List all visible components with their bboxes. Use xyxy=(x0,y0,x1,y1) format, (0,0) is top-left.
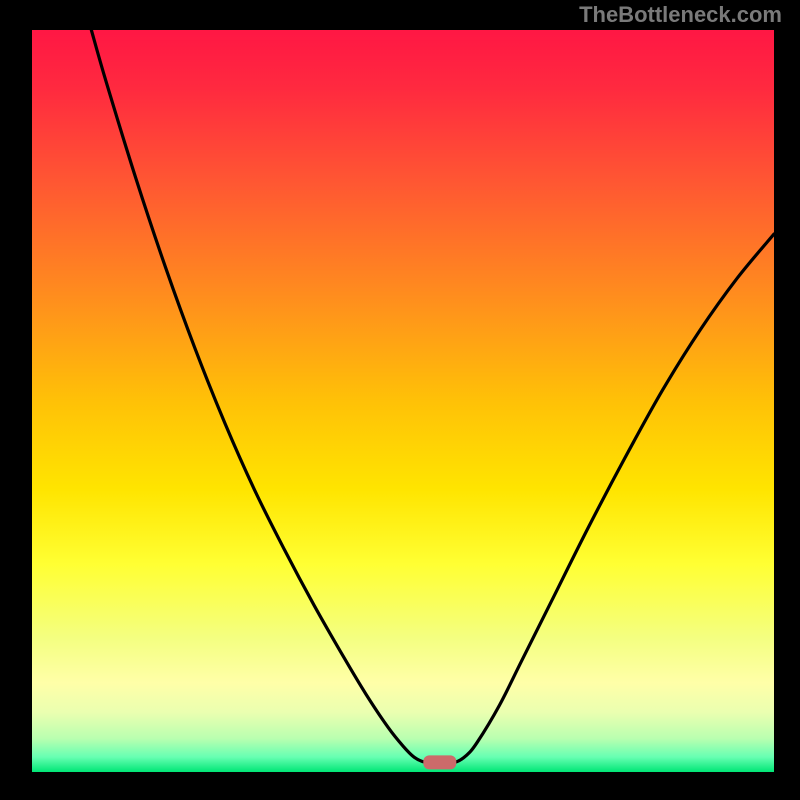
optimal-point-marker xyxy=(423,756,456,769)
bottleneck-curve xyxy=(32,30,774,772)
plot-area xyxy=(32,30,774,772)
chart-container: TheBottleneck.com xyxy=(0,0,800,800)
watermark-text: TheBottleneck.com xyxy=(579,2,782,28)
